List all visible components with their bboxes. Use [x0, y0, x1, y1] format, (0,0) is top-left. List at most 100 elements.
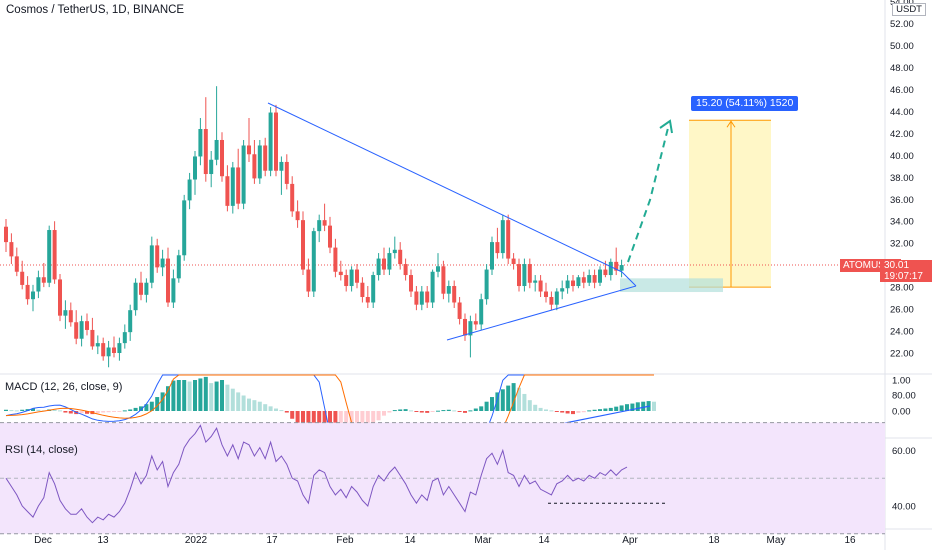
candle-body: [14, 256, 19, 272]
price-axis-tick-label: 22.00: [890, 349, 914, 360]
candle-body: [4, 226, 8, 243]
candle-body: [333, 247, 338, 272]
candle-body: [571, 280, 575, 287]
macd-histogram-bar: [63, 411, 68, 413]
candle-body: [608, 261, 613, 276]
candle-body: [338, 271, 343, 276]
macd-histogram-bar: [463, 411, 467, 413]
candle-body: [544, 291, 548, 298]
candle-body: [430, 271, 435, 303]
macd-histogram-bar: [436, 410, 440, 412]
macd-histogram-bar: [365, 411, 370, 429]
macd-histogram-bar: [36, 409, 41, 411]
candle-body: [614, 261, 619, 271]
candle-body: [527, 264, 532, 283]
candle-body: [122, 332, 127, 344]
macd-histogram-bar: [4, 409, 8, 411]
candle-body: [403, 264, 408, 276]
triangle-upper-trendline: [267, 102, 623, 273]
price-axis-tick-label: 32.00: [890, 239, 914, 250]
candle-body: [538, 280, 543, 292]
macd-histogram-bar: [263, 404, 268, 411]
candle-body: [441, 266, 446, 294]
candle-body: [236, 167, 241, 204]
macd-histogram-bar: [446, 409, 451, 411]
macd-histogram-bar: [106, 411, 111, 413]
candle-body: [176, 255, 181, 279]
macd-histogram-bar: [635, 402, 640, 411]
candle-body: [311, 231, 316, 292]
time-axis-tick-label: 13: [97, 535, 109, 546]
candle-body: [225, 176, 230, 206]
macd-histogram-bar: [290, 411, 295, 419]
rsi-axis-tick-label: 40.00: [892, 502, 916, 513]
macd-histogram-bar: [571, 411, 575, 415]
candle-body: [149, 245, 154, 283]
price-axis-tick-label: 34.00: [890, 217, 914, 228]
candle-body: [58, 279, 62, 316]
macd-histogram-bar: [392, 410, 397, 412]
macd-histogram-bar: [425, 411, 430, 413]
rsi-axis-tick-label: 80.00: [892, 390, 916, 401]
macd-histogram-bar: [382, 411, 386, 416]
macd-histogram-bar: [603, 408, 608, 411]
candle-body: [382, 258, 386, 270]
currency-badge[interactable]: USDT: [892, 3, 926, 16]
candle-body: [295, 211, 300, 221]
price-axis-tick-label: 52.00: [890, 19, 914, 30]
macd-histogram-bar: [500, 389, 505, 411]
macd-histogram-bar: [527, 400, 532, 411]
candle-body: [598, 269, 602, 283]
candle-body: [468, 321, 473, 336]
candle-body: [155, 245, 160, 268]
candle-body: [484, 269, 489, 300]
candle-body: [193, 156, 197, 180]
candle-body: [25, 284, 30, 300]
candle-body: [500, 220, 505, 254]
candle-body: [392, 249, 397, 254]
macd-histogram-bar: [198, 378, 203, 411]
candle-body: [581, 277, 586, 283]
candle-body: [349, 269, 354, 287]
macd-title: MACD (12, 26, close, 9): [5, 381, 123, 393]
candle-body: [166, 258, 170, 303]
candle-body: [144, 282, 149, 295]
candle-body: [220, 139, 224, 177]
rsi-line: [5, 424, 628, 524]
macd-histogram-bar: [517, 387, 521, 411]
macd-histogram-bar: [560, 411, 565, 413]
macd-histogram-bar: [522, 393, 527, 411]
macd-histogram-bar: [490, 397, 494, 411]
candle-body: [36, 277, 41, 292]
price-axis-tick-label: 42.00: [890, 129, 914, 140]
macd-histogram-bar: [538, 407, 543, 411]
macd-histogram-bar: [641, 401, 646, 411]
price-axis-tick-label: 24.00: [890, 327, 914, 338]
candle-body: [398, 249, 403, 265]
macd-histogram-bar: [403, 409, 408, 411]
macd-histogram-bar: [268, 406, 273, 411]
highlight-box: [620, 278, 723, 293]
chart-title: Cosmos / TetherUS, 1D, BINANCE: [6, 4, 185, 16]
signal-line: [5, 374, 654, 438]
macd-histogram-bar: [484, 401, 489, 411]
rsi-title: RSI (14, close): [5, 444, 78, 456]
candle-body: [344, 275, 349, 287]
price-axis-tick-label: 44.00: [890, 107, 914, 118]
macd-histogram-bar: [133, 407, 138, 411]
candle-body: [533, 280, 538, 283]
candle-body: [252, 154, 257, 179]
macd-histogram-bar: [360, 411, 365, 433]
candle-body: [41, 277, 46, 283]
macd-histogram-bar: [576, 411, 581, 413]
candle-body: [47, 230, 52, 283]
macd-histogram-bar: [468, 410, 473, 412]
candle-body: [198, 129, 203, 157]
macd-histogram-bar: [241, 395, 246, 411]
candle-body: [241, 145, 246, 204]
candle-body: [463, 318, 467, 336]
price-axis-tick-label: 40.00: [890, 151, 914, 162]
candle-body: [592, 275, 597, 283]
macd-histogram-bar: [68, 411, 73, 414]
